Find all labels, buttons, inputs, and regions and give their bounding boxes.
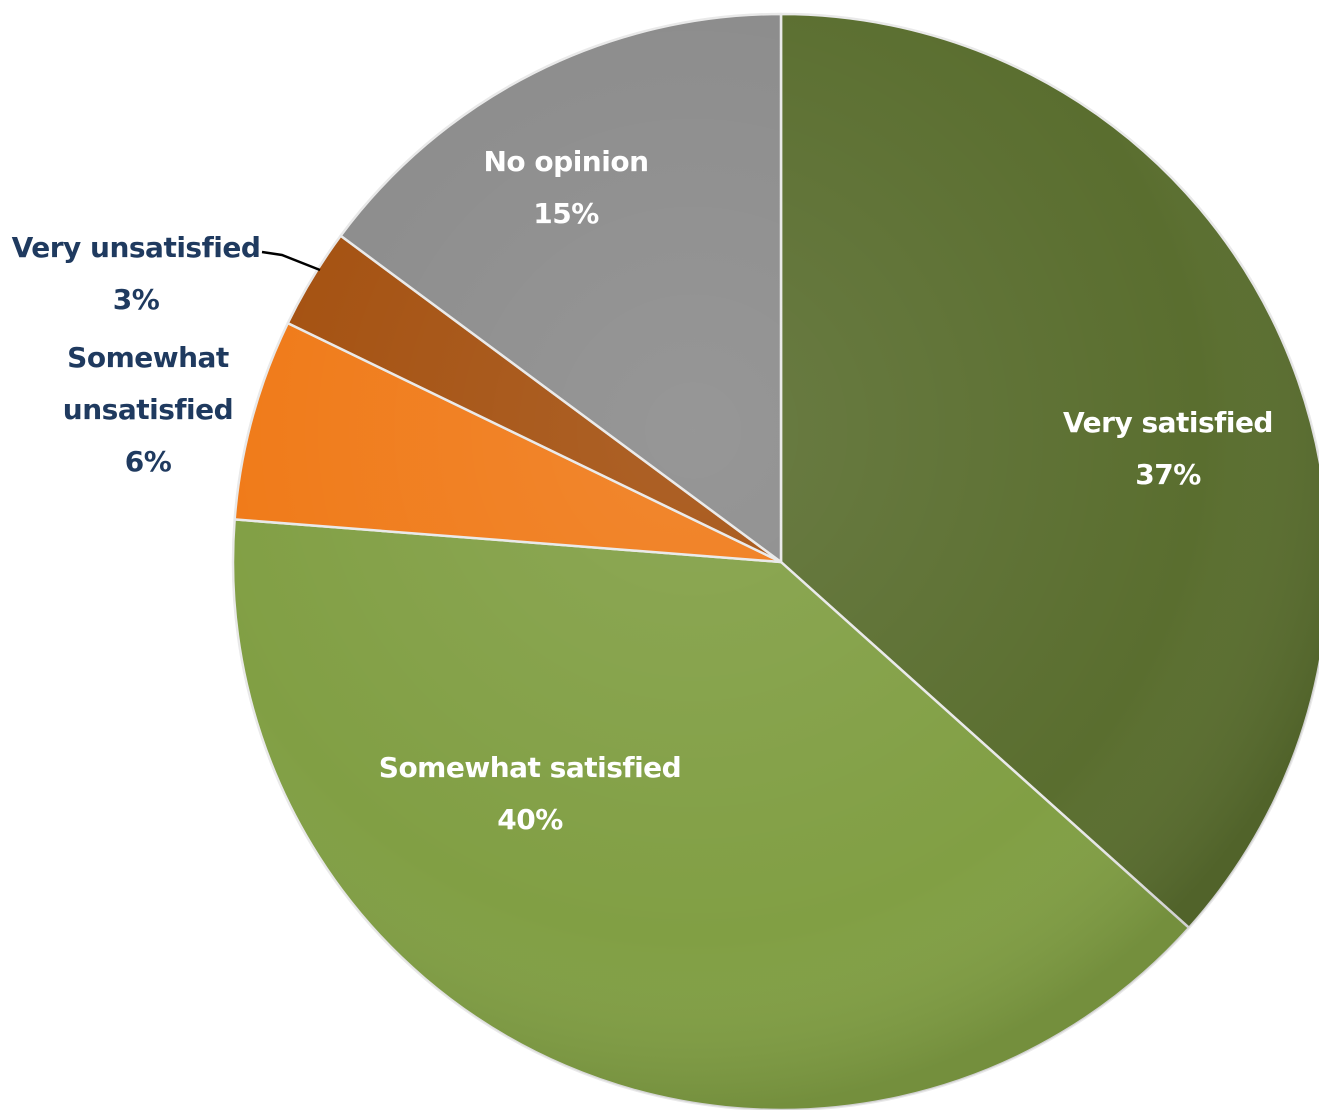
slice-category-label: Somewhat [67, 341, 229, 374]
slice-category-label: Very satisfied [1063, 406, 1273, 439]
slice-category-label: Somewhat satisfied [379, 751, 681, 784]
data-label-somewhat-satisfied: Somewhat satisfied 40% [379, 751, 681, 836]
slice-category-label: unsatisfied [63, 393, 233, 426]
slice-value-label: 6% [125, 445, 172, 478]
slice-category-label: Very unsatisfied [12, 231, 261, 264]
slice-category-label: No opinion [484, 145, 649, 178]
slice-value-label: 37% [1135, 458, 1201, 491]
leader-line [261, 250, 321, 272]
slice-value-label: 3% [113, 283, 160, 316]
data-label-no-opinion: No opinion 15% [484, 145, 649, 230]
data-label-very-unsatisfied: Very unsatisfied 3% [12, 231, 261, 316]
slice-value-label: 15% [533, 197, 599, 230]
data-label-somewhat-unsatisfied: Somewhat unsatisfied 6% [63, 341, 233, 478]
data-label-very-satisfied: Very satisfied 37% [1063, 406, 1273, 491]
slice-value-label: 40% [497, 803, 563, 836]
